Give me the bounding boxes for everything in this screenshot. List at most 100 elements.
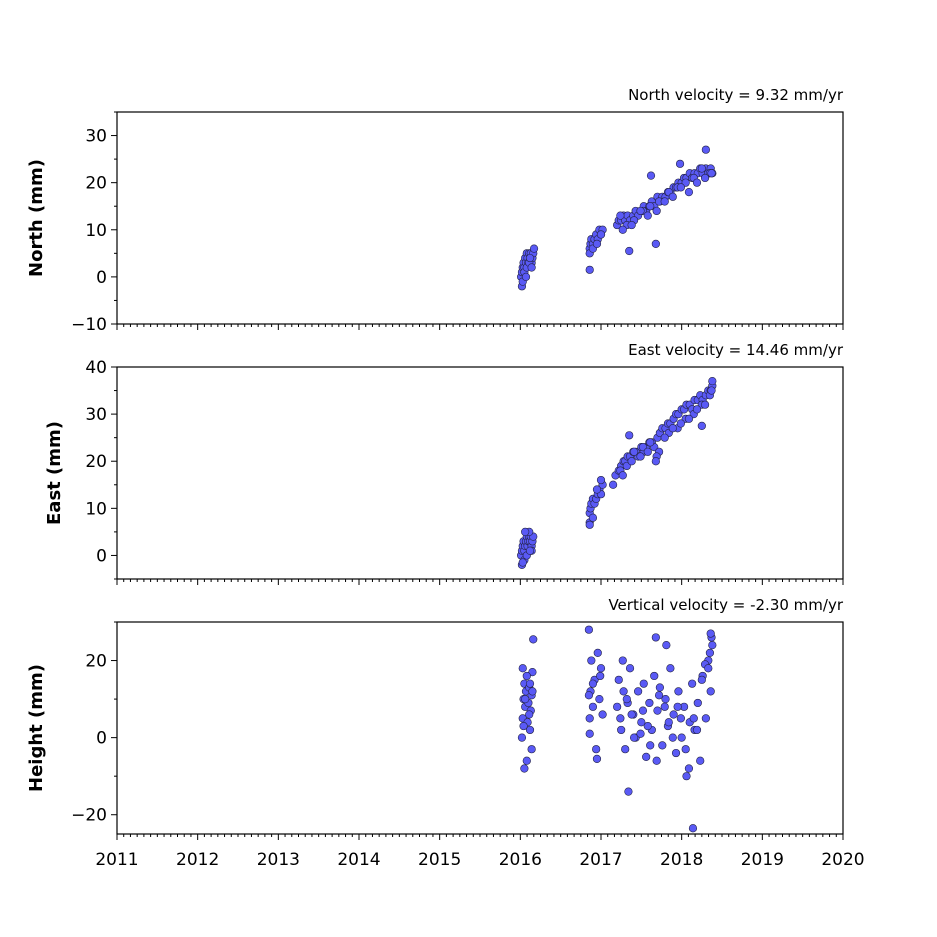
- height-point: [624, 787, 633, 796]
- east-point: [700, 400, 710, 409]
- height-point: [587, 656, 596, 665]
- north-point: [636, 206, 645, 216]
- height-point: [520, 764, 529, 773]
- height-point: [525, 725, 535, 735]
- height-point: [636, 729, 645, 738]
- east-point: [618, 471, 627, 480]
- panel-east: East velocity = 14.46 mm/yr East (mm) 0 1…: [44, 341, 844, 585]
- east-point: [697, 421, 706, 430]
- height-point: [592, 745, 601, 754]
- north-point: [618, 225, 627, 234]
- north-point: [697, 164, 706, 173]
- north-ylabel: North (mm): [26, 159, 47, 277]
- east-ytick-label: 30: [85, 405, 107, 425]
- east-point: [629, 447, 639, 456]
- east-ytick-label: 40: [85, 358, 107, 378]
- height-point: [666, 664, 675, 673]
- east-point: [608, 480, 618, 489]
- height-point: [684, 764, 694, 773]
- height-point: [677, 733, 686, 742]
- north-point: [616, 211, 625, 220]
- height-point: [525, 679, 535, 688]
- height-xtick-label: 2013: [257, 850, 300, 870]
- east-point: [636, 452, 645, 461]
- east-point: [668, 424, 677, 433]
- height-point: [671, 748, 681, 758]
- east-ytick-label: 20: [85, 452, 107, 472]
- height-point: [585, 729, 594, 738]
- height-point: [627, 710, 636, 719]
- height-point: [592, 754, 602, 763]
- height-point: [693, 698, 702, 708]
- east-point: [651, 457, 660, 466]
- height-point: [522, 756, 531, 765]
- north-point: [676, 183, 685, 192]
- height-point: [619, 687, 628, 696]
- north-velocity-title: North velocity = 9.32 mm/yr: [628, 86, 844, 104]
- east-point: [643, 447, 652, 456]
- height-point: [646, 741, 655, 750]
- north-ytick-label: 30: [85, 127, 107, 147]
- north-axes-frame: [116, 111, 844, 325]
- east-point: [518, 558, 527, 567]
- height-point: [637, 718, 646, 727]
- height-point: [651, 633, 660, 642]
- height-point: [584, 691, 594, 700]
- north-ytick-label: 10: [85, 221, 107, 241]
- height-point: [692, 725, 702, 735]
- north-point: [525, 253, 535, 263]
- height-xtick-label: 2019: [741, 850, 784, 870]
- east-ylabel: East (mm): [44, 421, 65, 525]
- height-point: [529, 635, 538, 644]
- height-point: [705, 648, 715, 657]
- height-point: [614, 675, 623, 684]
- height-point: [706, 687, 715, 696]
- height-point: [645, 698, 654, 708]
- east-point: [627, 457, 636, 466]
- height-point: [596, 671, 605, 681]
- north-point: [596, 230, 606, 239]
- height-point: [595, 694, 604, 704]
- height-point: [522, 671, 531, 681]
- north-point: [643, 211, 652, 220]
- height-xtick-label: 2014: [337, 850, 380, 870]
- north-point: [651, 239, 660, 249]
- east-ytick-label: 0: [96, 546, 107, 566]
- height-point: [697, 675, 706, 684]
- east-point: [676, 419, 685, 428]
- east-ytick-label: 10: [85, 499, 107, 519]
- east-point: [592, 485, 602, 494]
- height-point: [519, 721, 528, 731]
- height-point: [634, 687, 643, 696]
- height-point: [598, 710, 607, 719]
- east-point: [646, 438, 655, 447]
- height-ytick-label: 20: [85, 652, 107, 672]
- north-point: [521, 272, 531, 281]
- height-point: [528, 687, 537, 696]
- height-xtick-label: 2018: [660, 850, 703, 870]
- height-point: [588, 702, 598, 711]
- vertical-velocity-title: Vertical velocity = -2.30 mm/yr: [608, 596, 843, 614]
- height-xtick-label: 2020: [821, 850, 864, 870]
- height-point: [674, 687, 683, 696]
- north-point: [675, 159, 685, 168]
- east-point: [521, 527, 530, 536]
- height-point: [706, 629, 715, 638]
- height-point: [518, 664, 527, 673]
- height-point: [689, 714, 698, 723]
- north-ytick-label: 0: [96, 268, 107, 288]
- panel-height: Vertical velocity = -2.30 mm/yr Height (…: [26, 596, 865, 870]
- north-point: [527, 263, 536, 272]
- north-point: [701, 145, 710, 154]
- north-ytick-label: −10: [71, 315, 107, 335]
- height-point: [584, 625, 594, 634]
- height-point: [654, 691, 664, 700]
- height-point: [638, 706, 648, 715]
- height-point: [688, 824, 698, 833]
- height-point: [704, 664, 713, 673]
- east-point: [588, 513, 598, 522]
- north-point: [668, 192, 677, 201]
- east-point: [708, 377, 717, 386]
- height-xtick-label: 2017: [579, 850, 622, 870]
- height-point: [682, 772, 691, 781]
